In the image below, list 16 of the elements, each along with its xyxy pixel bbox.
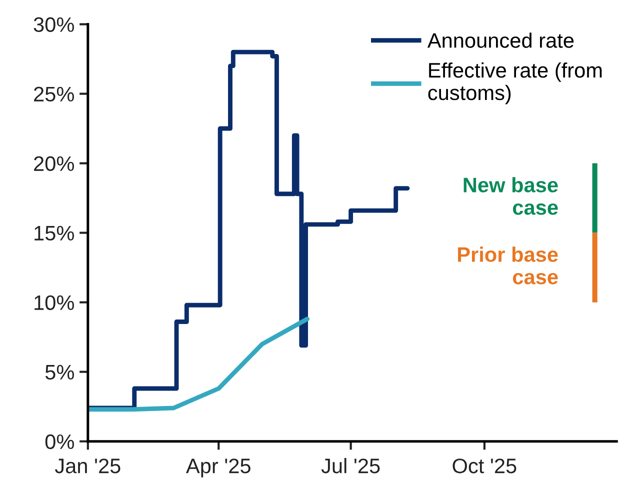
- x-tick-label: Jan '25: [54, 458, 120, 474]
- x-tick-label: Jul '25: [321, 458, 380, 474]
- x-tick-label: Oct '25: [452, 458, 516, 474]
- legend-label: Announced rate: [427, 32, 574, 48]
- line-series: [88, 316, 310, 412]
- y-tick-label: 15%: [34, 226, 74, 241]
- y-tick-label: 0%: [45, 434, 74, 450]
- series-label: Prior base case: [458, 246, 558, 284]
- y-tick-label: 20%: [34, 156, 74, 172]
- y-tick-label: 25%: [34, 86, 74, 102]
- legend-label: Effective rate (from customs): [428, 62, 602, 104]
- series-label: New base case: [464, 177, 558, 215]
- y-tick-label: 5%: [45, 364, 74, 380]
- x-tick-label: Apr '25: [186, 458, 250, 478]
- y-tick-label: 30%: [34, 17, 74, 32]
- y-tick-label: 10%: [34, 295, 74, 310]
